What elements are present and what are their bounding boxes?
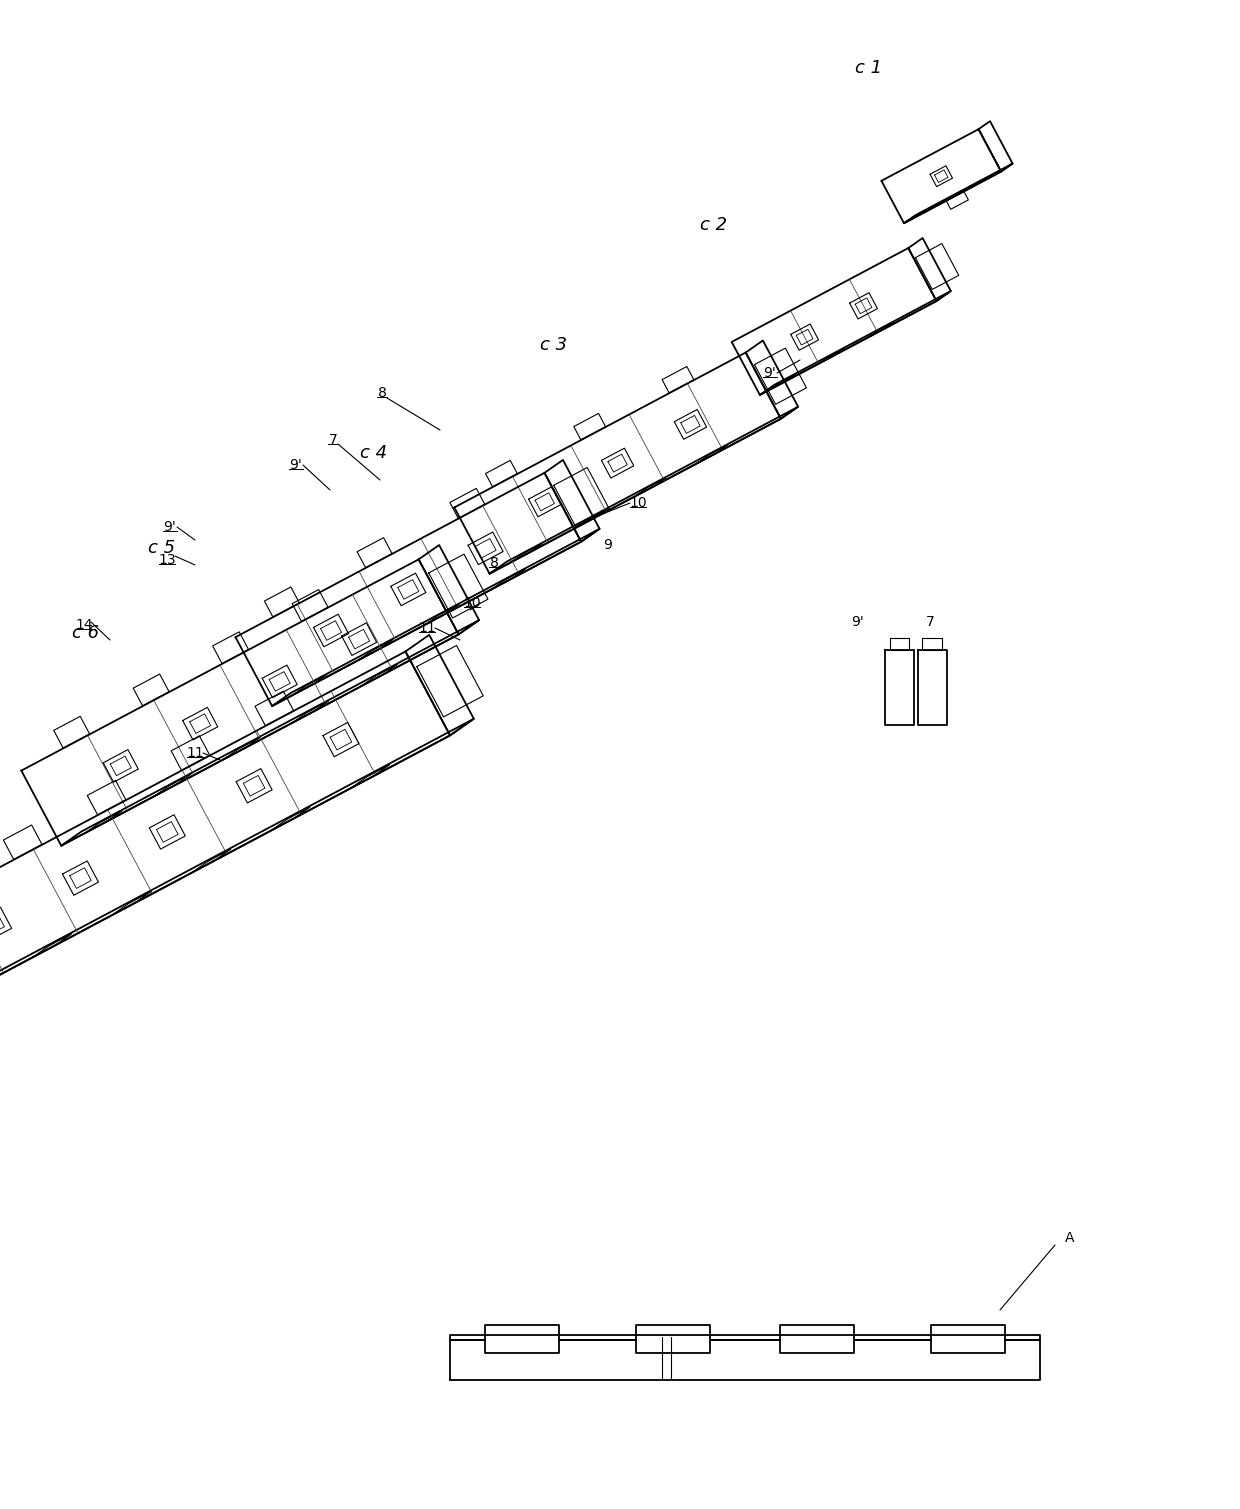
Text: 9': 9' (764, 367, 776, 380)
Text: c 1: c 1 (856, 59, 882, 77)
Text: c 6: c 6 (72, 625, 99, 641)
Text: 7: 7 (329, 433, 337, 447)
Text: 11: 11 (186, 745, 203, 761)
Text: 11: 11 (418, 622, 436, 635)
Text: c 3: c 3 (539, 337, 567, 355)
Text: c 5: c 5 (148, 539, 175, 557)
Text: 8: 8 (490, 555, 498, 570)
Text: 9': 9' (852, 616, 864, 629)
Text: 10: 10 (629, 496, 647, 510)
Text: 9': 9' (164, 521, 176, 534)
Text: 10: 10 (464, 596, 481, 610)
Text: 7: 7 (925, 616, 935, 629)
Text: A: A (1065, 1231, 1075, 1245)
Text: 8: 8 (377, 386, 387, 400)
Text: 9: 9 (604, 539, 613, 552)
Text: c 2: c 2 (701, 216, 727, 234)
Text: 9': 9' (290, 459, 303, 472)
Text: 14: 14 (76, 619, 93, 632)
Text: 13: 13 (159, 552, 176, 567)
Text: c 4: c 4 (360, 444, 387, 462)
